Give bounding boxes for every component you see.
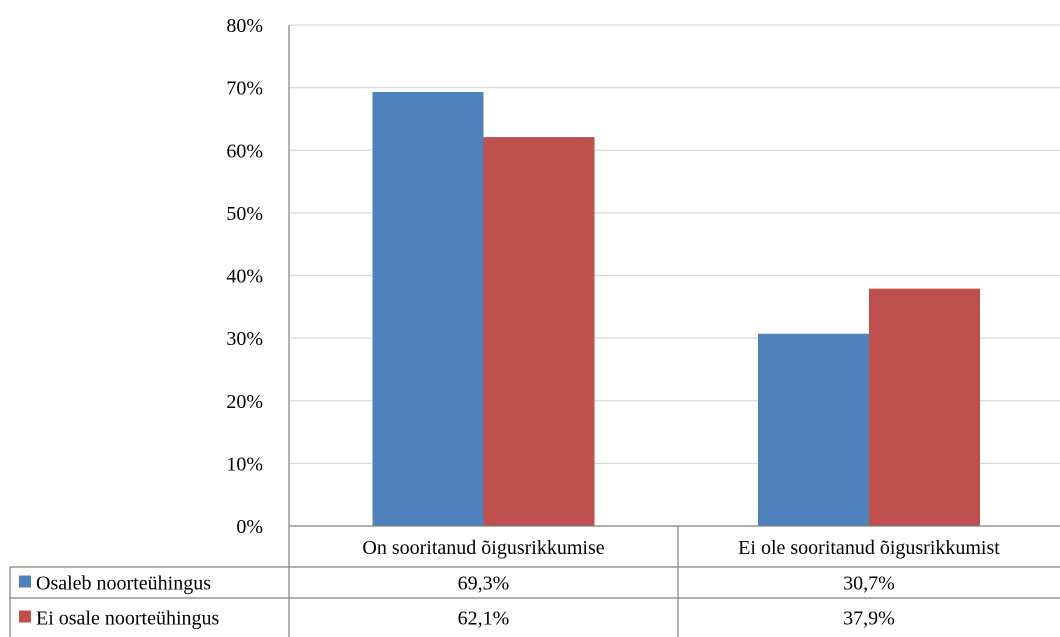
- bar-2-2: [869, 288, 980, 526]
- data-label: 37,9%: [843, 608, 895, 630]
- data-label: 30,7%: [843, 573, 895, 595]
- category-label: On sooritanud õigusrikkumise: [362, 537, 604, 559]
- series-name: Ei osale noorteühingus: [36, 608, 220, 630]
- data-table: On sooritanud õigusrikkumise Ei ole soori…: [9, 525, 1060, 637]
- data-label: 69,3%: [458, 573, 510, 595]
- y-tick-label: 30%: [226, 328, 263, 350]
- bar-1-2: [758, 333, 869, 526]
- legend-key-1: [19, 575, 31, 588]
- category-label: Ei ole sooritanud õigusrikkumist: [738, 537, 1000, 559]
- legend-key-2: [19, 610, 31, 623]
- y-tick-label: 0%: [236, 516, 263, 538]
- y-tick-label: 20%: [226, 391, 263, 413]
- y-axis-ticks: 0% 10% 20% 30% 40% 50% 60% 70% 80%: [226, 15, 263, 538]
- y-tick-label: 70%: [226, 78, 263, 100]
- series-name: Osaleb noorteühingus: [36, 573, 211, 595]
- bars: [372, 92, 980, 526]
- y-tick-label: 40%: [226, 266, 263, 288]
- y-tick-label: 10%: [226, 453, 263, 475]
- data-label: 62,1%: [458, 608, 510, 630]
- y-tick-label: 80%: [226, 15, 263, 37]
- y-tick-label: 50%: [226, 203, 263, 225]
- bar-2-1: [483, 137, 595, 526]
- bar-1-1: [372, 92, 484, 526]
- y-tick-label: 60%: [226, 140, 263, 162]
